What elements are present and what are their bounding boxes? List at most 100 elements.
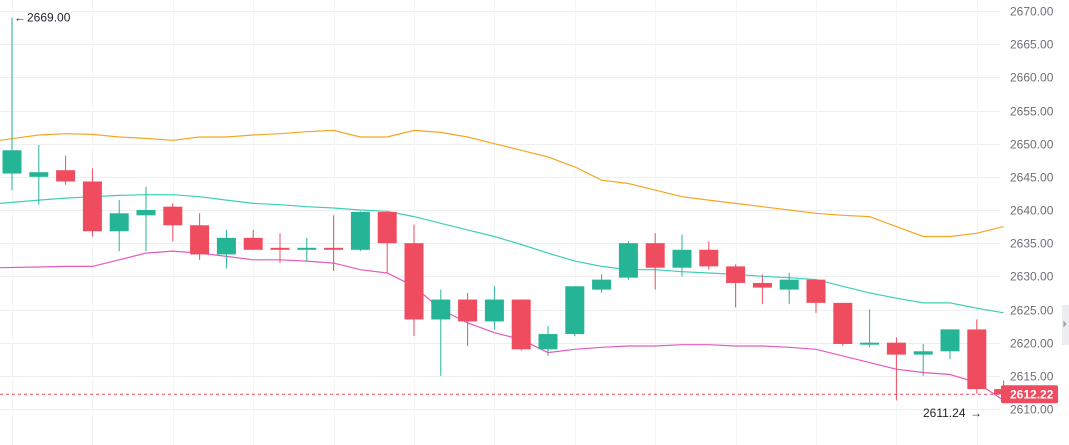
price-axis: 2670.00 2665.00 2660.00 2655.00 2650.00 2645.… <box>1010 5 1054 417</box>
candle <box>618 241 638 280</box>
candle <box>484 286 504 330</box>
candle-body <box>216 237 236 255</box>
candle-body <box>699 249 719 267</box>
candle <box>726 264 746 308</box>
y-tick-label: 2640.00 <box>1010 204 1054 218</box>
candle <box>860 309 880 348</box>
candle-body <box>726 266 746 283</box>
current-price-tag-label: 2612.22 <box>1010 387 1054 401</box>
candle-body <box>2 150 22 174</box>
candle-body <box>511 299 531 350</box>
candle <box>404 224 424 337</box>
candle-body <box>109 213 129 232</box>
candle-body <box>270 247 290 250</box>
candle-body <box>136 210 156 216</box>
y-tick-label: 2660.00 <box>1010 71 1054 85</box>
y-tick-label: 2655.00 <box>1010 105 1054 119</box>
candles <box>2 17 1014 401</box>
candle <box>431 289 451 376</box>
candle <box>136 186 156 252</box>
candle <box>82 168 102 237</box>
candle-body <box>458 299 478 322</box>
candle <box>806 279 826 313</box>
candle-body <box>190 225 210 255</box>
candle <box>243 229 263 250</box>
candle-body <box>538 334 558 350</box>
candle-body <box>565 286 585 335</box>
min-annotation: 2611.24 → <box>923 406 982 420</box>
candle <box>324 215 344 272</box>
candle <box>377 211 397 274</box>
y-tick-label: 2670.00 <box>1010 5 1054 19</box>
candle <box>913 343 933 376</box>
max-price-label: 2669.00 <box>27 11 71 25</box>
candle <box>565 286 585 337</box>
candle <box>538 326 558 356</box>
candle-body <box>56 170 76 182</box>
y-tick-label: 2650.00 <box>1010 138 1054 152</box>
candle <box>592 274 612 293</box>
candle <box>270 233 290 264</box>
candle-body <box>779 279 799 290</box>
candle <box>2 17 22 191</box>
candle-body <box>163 206 183 226</box>
min-arrow-icon: → <box>970 406 982 420</box>
candle-body <box>940 329 960 352</box>
current-price-tag-bg <box>1001 385 1058 404</box>
candle <box>511 299 531 351</box>
y-tick-label: 2625.00 <box>1010 304 1054 318</box>
candle-body <box>297 247 317 250</box>
candle-body <box>913 351 933 355</box>
max-annotation: ← 2669.00 <box>14 11 71 25</box>
candle <box>216 229 236 269</box>
y-tick-label: 2665.00 <box>1010 38 1054 52</box>
candle-body <box>377 211 397 244</box>
middle-band-line <box>0 194 1004 314</box>
candle-body <box>752 282 772 288</box>
candle-body <box>324 247 344 250</box>
scroll-handle[interactable] <box>1062 305 1069 345</box>
candle-body <box>404 243 424 320</box>
candle <box>458 292 478 346</box>
lower-band-line <box>0 250 1004 401</box>
y-tick-label: 2630.00 <box>1010 270 1054 284</box>
candle <box>699 241 719 270</box>
candle-body <box>645 243 665 268</box>
candle <box>163 203 183 242</box>
candle-body <box>860 342 880 345</box>
y-tick-label: 2645.00 <box>1010 171 1054 185</box>
candle <box>886 337 906 401</box>
candle-body <box>29 172 49 177</box>
y-tick-label: 2615.00 <box>1010 370 1054 384</box>
candle <box>940 329 960 360</box>
candle-body <box>806 279 826 303</box>
chevron-right-icon <box>1063 320 1067 328</box>
candle-body <box>967 329 987 390</box>
candle-body <box>431 299 451 320</box>
upper-band-line <box>0 129 1004 238</box>
candle <box>752 274 772 305</box>
current-price-tag: 2612.22 <box>1001 385 1058 404</box>
max-arrow-icon: ← <box>14 11 26 25</box>
candle-body <box>886 342 906 355</box>
candle <box>779 273 799 305</box>
candle <box>29 144 49 205</box>
candle <box>109 200 129 252</box>
y-tick-label: 2620.00 <box>1010 337 1054 351</box>
min-price-label: 2611.24 <box>923 406 966 420</box>
candle-body <box>82 181 102 232</box>
candle <box>56 155 76 185</box>
candle-body <box>618 243 638 278</box>
grid <box>0 0 1000 445</box>
candle-body <box>592 279 612 290</box>
candle-body <box>672 249 692 268</box>
candle <box>350 211 370 252</box>
candle-body <box>833 302 853 344</box>
y-tick-label: 2610.00 <box>1010 403 1054 417</box>
bollinger-bands <box>0 129 1004 401</box>
candle-body <box>350 211 370 250</box>
candle <box>190 213 210 260</box>
candle <box>672 234 692 277</box>
